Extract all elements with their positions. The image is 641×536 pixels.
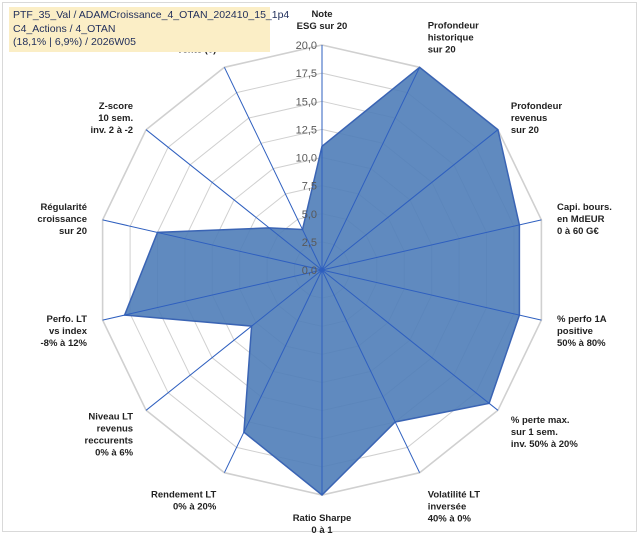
axis-spoke [321,269,421,473]
axis-label: Z-score [99,101,133,112]
axis-label: Capi. bours. [557,202,612,213]
axis-label: revenus [97,424,133,435]
axis-label: Volatilité LT [428,489,481,500]
tick-label: 15,0 [296,96,317,108]
axis-label: croissance [37,214,87,225]
axis-spoke [102,269,323,321]
axis-label: -8% à 12% [41,338,88,349]
axis-label: reccurents [85,436,134,447]
tick-label: 7,5 [302,181,317,193]
axis-label: ESG sur 20 [297,21,348,32]
tick-label: 5,0 [302,209,317,221]
radar-ticks: 0,0 2,5 5,0 7,5 10,0 12,5 15,0 17,5 20,0 [296,40,317,277]
axis-label: positive [557,326,593,337]
axis-label: % perte max. [511,415,570,426]
axis-label: 0% à 6% [95,448,134,459]
tick-label: 0,0 [302,265,317,277]
axis-label: sur 20 [511,125,539,136]
axis-label: inv. 50% à 20% [511,439,578,450]
tick-label: 2,5 [302,237,317,249]
axis-spoke [321,129,499,271]
axis-label: 0 à 60 G€ [557,226,599,237]
axis-spoke [321,67,421,271]
tick-label: 12,5 [296,124,317,136]
axis-label: Note [311,9,332,20]
radar-axes [102,45,542,495]
portfolio-stats: (18,1% | 6,9%) / 2026W05 [13,36,136,48]
axis-label: Perfo. LT [47,314,88,325]
axis-label: sur 20 [428,45,456,56]
axis-label: inv. 2 à -2 [91,125,134,136]
axis-spoke [223,67,323,271]
axis-spoke [321,219,542,271]
axis-label: vs index [49,326,88,337]
axis-spoke [102,219,323,271]
axis-label: 50% à 80% [557,338,606,349]
tick-label: 17,5 [296,68,317,80]
axis-label: Ratio Sharpe [293,513,352,524]
axis-spoke [223,269,323,473]
axis-label: Régularité [41,202,87,213]
axis-label: 0 à 1 [311,525,333,536]
portfolio-name: PTF_35_Val / ADAMCroissance_4_OTAN_20241… [13,9,290,21]
axis-label: sur 1 sem. [511,427,558,438]
axis-label: revenus [511,113,547,124]
axis-spoke [145,129,323,271]
axis-label: Profondeur [428,21,479,32]
portfolio-category: C4_Actions / 4_OTAN [13,22,116,35]
axis-label: historique [428,33,474,44]
axis-label: inversée [428,501,467,512]
tick-label: 10,0 [296,153,317,165]
axis-spoke [321,269,542,321]
axis-label: 0% à 20% [173,501,217,512]
axis-spoke [145,269,323,411]
axis-label: sur 20 [59,226,87,237]
axis-label: 40% à 0% [428,513,472,524]
axis-label: Profondeur [511,101,562,112]
axis-spoke [321,269,499,411]
axis-label: % perfo 1A [557,314,607,325]
axis-label: en MdEUR [557,214,605,225]
axis-label: 10 sem. [98,113,133,124]
tick-label: 20,0 [296,40,317,52]
portfolio-info-box: PTF_35_Val / ADAMCroissance_4_OTAN_20241… [9,7,290,52]
axis-label: Rendement LT [151,489,216,500]
axis-label: Niveau LT [88,412,133,423]
